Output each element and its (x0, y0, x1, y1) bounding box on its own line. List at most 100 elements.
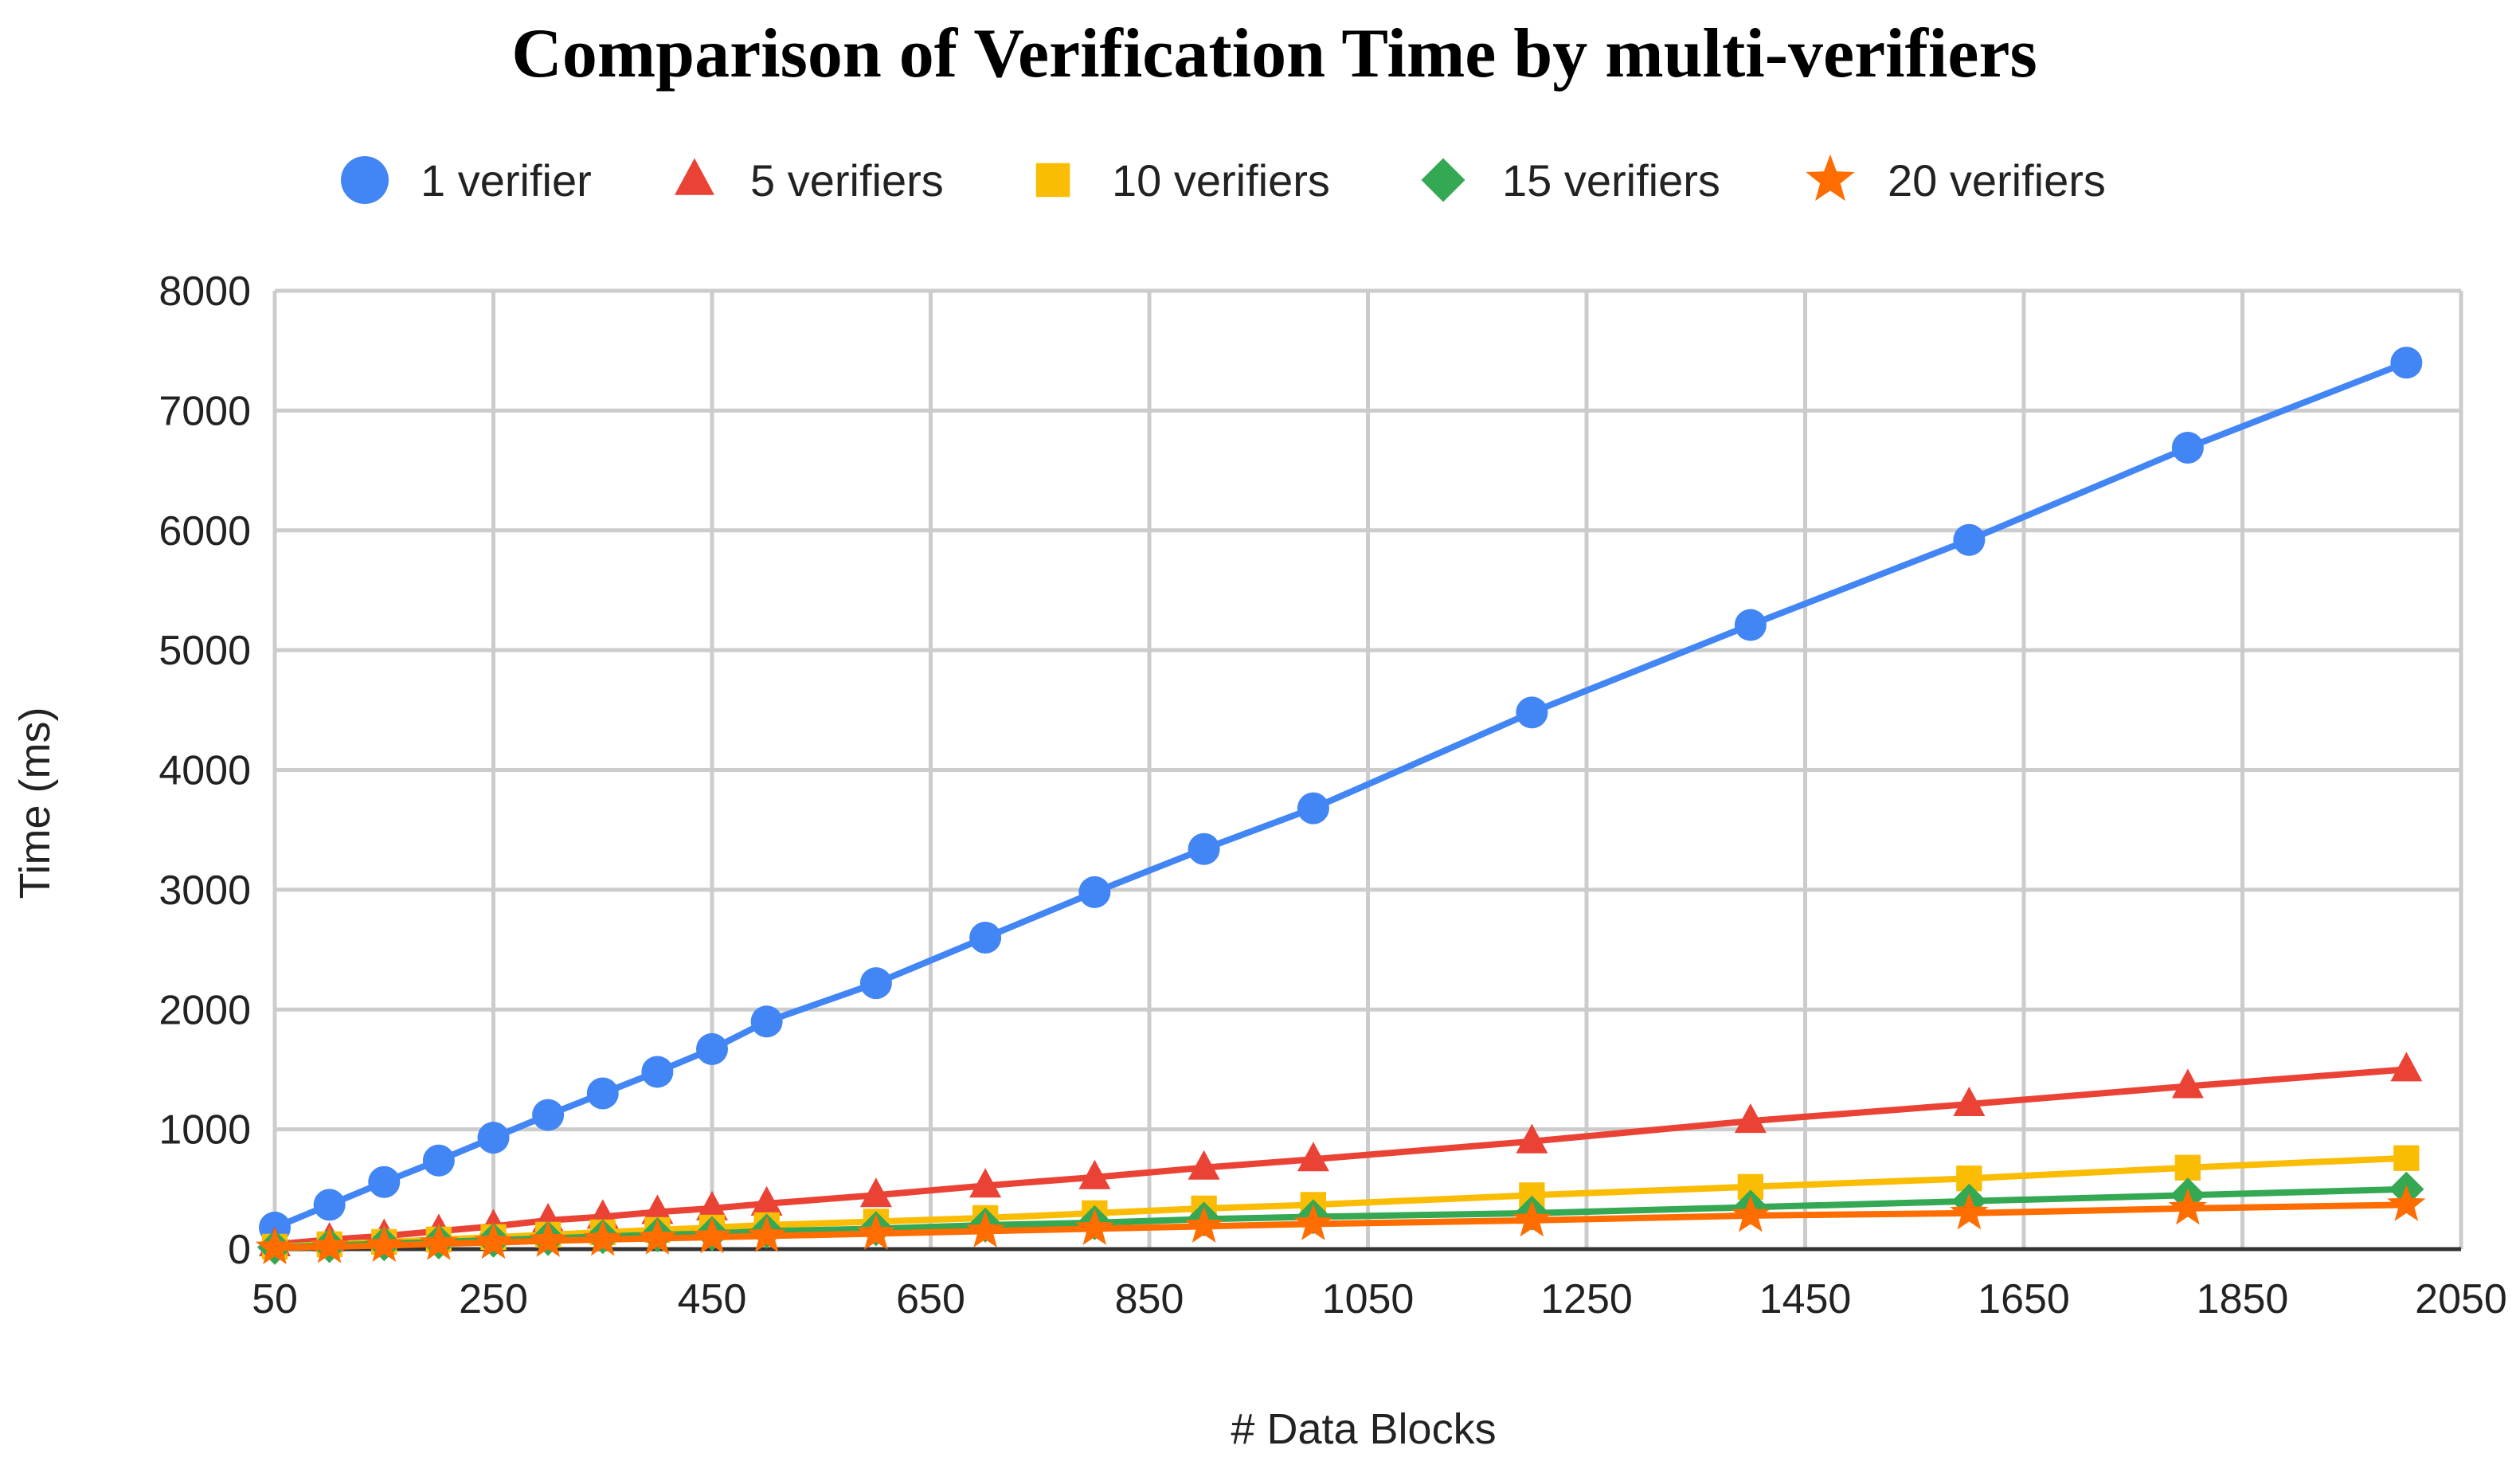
legend-label: 1 verifier (421, 155, 592, 206)
y-tick-label: 2000 (158, 987, 251, 1033)
data-point-5-verifiers (2390, 1052, 2423, 1082)
data-point-5-verifiers (750, 1185, 783, 1216)
data-point-10-verifiers (2393, 1145, 2420, 1171)
data-point-20-verifiers (474, 1222, 513, 1259)
x-tick-labels: 50 250 450 650 850 1050 1250 1450 1650 1850 2050 (252, 1276, 2507, 1322)
x-tick-label: 2050 (2415, 1276, 2507, 1322)
legend: 1 verifier 5 verifiers 10 verifiers 15 veri… (341, 154, 2106, 206)
y-tick-label: 8000 (158, 268, 251, 315)
series-20-verifiers (255, 1185, 2426, 1264)
data-point-20-verifiers (1184, 1206, 1223, 1243)
legend-marker-square-icon (1035, 163, 1070, 198)
series-1-verifier (259, 347, 2423, 1244)
data-point-10-verifiers (1956, 1165, 1982, 1192)
data-point-20-verifiers (966, 1211, 1005, 1248)
x-tick-label: 1650 (1978, 1276, 2070, 1322)
x-tick-label: 1050 (1322, 1276, 1415, 1322)
legend-label: 15 verifiers (1502, 155, 1720, 206)
data-point-1-verifier (1734, 609, 1767, 641)
data-point-5-verifiers (859, 1177, 892, 1208)
x-tick-label: 650 (896, 1276, 965, 1322)
data-point-1-verifier (1953, 523, 1986, 556)
data-point-20-verifiers (583, 1219, 622, 1256)
data-point-10-verifiers (1737, 1173, 1763, 1200)
legend-item-10-verifiers: 10 verifiers (1035, 155, 1330, 206)
data-point-20-verifiers (2387, 1185, 2426, 1221)
legend-label: 10 verifiers (1112, 155, 1330, 206)
data-point-1-verifier (969, 922, 1002, 954)
legend-marker-circle-icon (341, 156, 389, 204)
data-point-20-verifiers (529, 1220, 568, 1257)
data-point-1-verifier (696, 1032, 728, 1065)
data-point-20-verifiers (255, 1228, 295, 1264)
data-point-1-verifier (859, 967, 892, 1000)
data-point-1-verifier (368, 1165, 401, 1198)
data-point-1-verifier (1297, 792, 1329, 825)
legend-item-5-verifiers: 5 verifiers (675, 155, 944, 206)
legend-marker-triangle-icon (675, 158, 714, 195)
data-point-1-verifier (422, 1144, 455, 1177)
y-tick-label: 6000 (158, 508, 251, 554)
data-point-20-verifiers (692, 1216, 732, 1254)
data-point-5-verifiers (1297, 1142, 1329, 1172)
data-point-5-verifiers (1953, 1087, 1986, 1116)
x-tick-label: 1450 (1759, 1276, 1852, 1322)
x-tick-label: 850 (1115, 1276, 1184, 1322)
data-point-1-verifier (1188, 832, 1220, 865)
y-tick-label: 0 (228, 1227, 251, 1273)
data-point-20-verifiers (2168, 1188, 2207, 1225)
data-point-20-verifiers (1075, 1208, 1114, 1245)
x-tick-label: 50 (252, 1276, 298, 1322)
y-tick-label: 7000 (158, 388, 251, 434)
data-point-20-verifiers (1512, 1200, 1552, 1237)
x-axis-label: # Data Blocks (1231, 1405, 1496, 1453)
data-point-1-verifier (1516, 696, 1548, 729)
legend-item-1-verifier: 1 verifier (341, 155, 592, 206)
x-tick-label: 250 (459, 1276, 528, 1322)
data-point-20-verifiers (1293, 1204, 1332, 1240)
legend-label: 5 verifiers (750, 155, 944, 206)
data-point-1-verifier (477, 1122, 510, 1154)
legend-marker-diamond-icon (1421, 158, 1465, 202)
data-point-20-verifiers (747, 1216, 786, 1252)
data-point-5-verifiers (969, 1168, 1002, 1198)
data-point-1-verifier (532, 1099, 565, 1131)
y-axis-label: Time (ms) (11, 707, 59, 899)
data-point-1-verifier (313, 1189, 346, 1221)
data-point-20-verifiers (1950, 1193, 1989, 1230)
data-point-1-verifier (586, 1077, 619, 1110)
data-point-5-verifiers (2171, 1068, 2204, 1099)
y-tick-label: 5000 (158, 628, 251, 674)
series-layer (255, 347, 2426, 1265)
data-point-20-verifiers (310, 1226, 349, 1263)
y-tick-label: 1000 (158, 1107, 251, 1154)
data-point-1-verifier (750, 1005, 783, 1038)
data-point-5-verifiers (696, 1190, 728, 1220)
chart-title: Comparison of Verification Time by multi… (511, 15, 2037, 92)
y-tick-labels: 0 1000 2000 3000 4000 5000 6000 7000 8000 (158, 268, 251, 1273)
data-point-20-verifiers (419, 1223, 458, 1260)
data-point-5-verifiers (1734, 1103, 1767, 1134)
legend-item-20-verifiers: 20 verifiers (1806, 154, 2106, 206)
data-point-1-verifier (2171, 431, 2204, 464)
data-point-5-verifiers (1516, 1123, 1548, 1154)
y-tick-label: 4000 (158, 748, 251, 794)
legend-label: 20 verifiers (1888, 155, 2106, 206)
data-point-1-verifier (2390, 347, 2423, 379)
data-point-20-verifiers (365, 1225, 404, 1262)
data-point-5-verifiers (1078, 1159, 1111, 1189)
legend-item-15-verifiers: 15 verifiers (1421, 155, 1720, 206)
data-point-5-verifiers (1188, 1150, 1220, 1180)
x-tick-label: 1250 (1540, 1276, 1633, 1322)
data-point-20-verifiers (1731, 1195, 1770, 1232)
data-point-10-verifiers (1519, 1182, 1545, 1208)
data-point-1-verifier (641, 1056, 674, 1088)
data-point-20-verifiers (856, 1213, 895, 1250)
legend-marker-star-icon (1806, 154, 1855, 202)
x-tick-label: 1850 (2197, 1276, 2289, 1322)
data-point-10-verifiers (2174, 1154, 2201, 1181)
y-tick-label: 3000 (158, 868, 251, 914)
x-tick-label: 450 (678, 1276, 747, 1322)
